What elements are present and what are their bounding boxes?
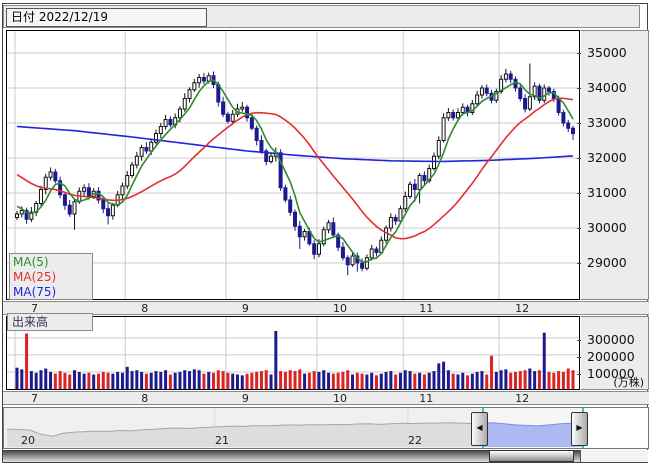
volume-tick-mark — [577, 356, 581, 358]
month-tick-label: 9 — [241, 302, 249, 315]
price-tick-mark — [577, 263, 581, 264]
month-tick-label: 8 — [141, 392, 149, 405]
navigator-right-handle[interactable]: ▶ — [571, 412, 588, 446]
legend-item-ma25: MA(25) — [13, 270, 92, 285]
month-tick-label: 12 — [515, 392, 530, 405]
volume-xaxis-strip: 7 8 9 10 11 12 — [3, 391, 649, 405]
navigator-left-handle[interactable]: ◀ — [471, 412, 488, 446]
volume-axis: (万株) 300000 200000 100000 — [577, 316, 649, 390]
scrollbar-right-filler — [580, 450, 648, 462]
ma5-label: MA(5) — [13, 255, 49, 269]
legend-item-ma75: MA(75) — [13, 285, 92, 300]
month-tick-label: 7 — [31, 302, 38, 315]
price-chart-area[interactable] — [6, 30, 580, 300]
month-tick-label: 10 — [332, 392, 347, 405]
legend-item-ma5: MA(5) — [13, 255, 92, 270]
volume-tick-mark — [577, 373, 581, 375]
month-tick-label: 11 — [419, 302, 434, 315]
price-tick-mark — [577, 158, 581, 159]
price-tick-mark — [577, 88, 581, 89]
date-readout: 日付 2022/12/19 — [6, 8, 207, 27]
right-arrow-icon: ▶ — [576, 423, 583, 432]
volume-tick-label: 300000 — [587, 331, 635, 347]
price-tick-label: 35000 — [587, 45, 627, 60]
ma75-label: MA(75) — [13, 285, 57, 299]
scrollbar-thumb[interactable] — [489, 450, 574, 462]
price-tick-mark — [577, 193, 581, 194]
volume-title-box: 出来高 — [7, 313, 93, 331]
price-tick-label: 33000 — [587, 115, 627, 130]
navigator-sparkline[interactable] — [4, 408, 648, 448]
price-tick-label: 29000 — [587, 255, 627, 270]
volume-title-label: 出来高 — [12, 315, 49, 329]
month-tick-label: 9 — [241, 392, 249, 405]
price-tick-label: 34000 — [587, 80, 627, 95]
year-tick-label: 22 — [408, 434, 422, 447]
volume-chart-area[interactable] — [6, 316, 580, 390]
volume-tick-label: 200000 — [587, 348, 635, 364]
volume-tick-mark — [577, 339, 581, 341]
month-tick-label: 8 — [141, 302, 149, 315]
price-tick-label: 32000 — [587, 150, 627, 165]
price-xaxis-strip: 7 8 9 10 11 12 — [3, 301, 649, 315]
volume-unit-label: (万株) — [613, 376, 644, 389]
month-tick-label: 11 — [419, 392, 434, 405]
ma25-label: MA(25) — [13, 270, 57, 284]
price-tick-mark — [577, 228, 581, 229]
year-tick-label: 21 — [215, 434, 229, 447]
month-tick-label: 10 — [332, 302, 347, 315]
price-candlestick-plot[interactable] — [7, 31, 579, 299]
volume-tick-label: 100000 — [587, 365, 635, 381]
price-tick-label: 30000 — [587, 220, 627, 235]
year-tick-label: 20 — [21, 434, 35, 447]
date-readout-label: 日付 2022/12/19 — [11, 10, 108, 24]
scrollbar-track[interactable] — [3, 450, 580, 462]
left-arrow-icon: ◀ — [476, 423, 483, 432]
volume-bars-plot[interactable] — [7, 317, 579, 389]
price-tick-mark — [577, 123, 581, 124]
price-tick-label: 31000 — [587, 185, 627, 200]
month-tick-label: 7 — [31, 392, 38, 405]
ma-legend: MA(5) MA(25) MA(75) — [9, 253, 93, 300]
price-axis: 35000 34000 33000 32000 31000 30000 29000 — [577, 30, 649, 300]
price-tick-mark — [577, 53, 581, 54]
month-tick-label: 12 — [515, 302, 530, 315]
range-navigator[interactable]: 20 21 22 — [3, 407, 649, 449]
